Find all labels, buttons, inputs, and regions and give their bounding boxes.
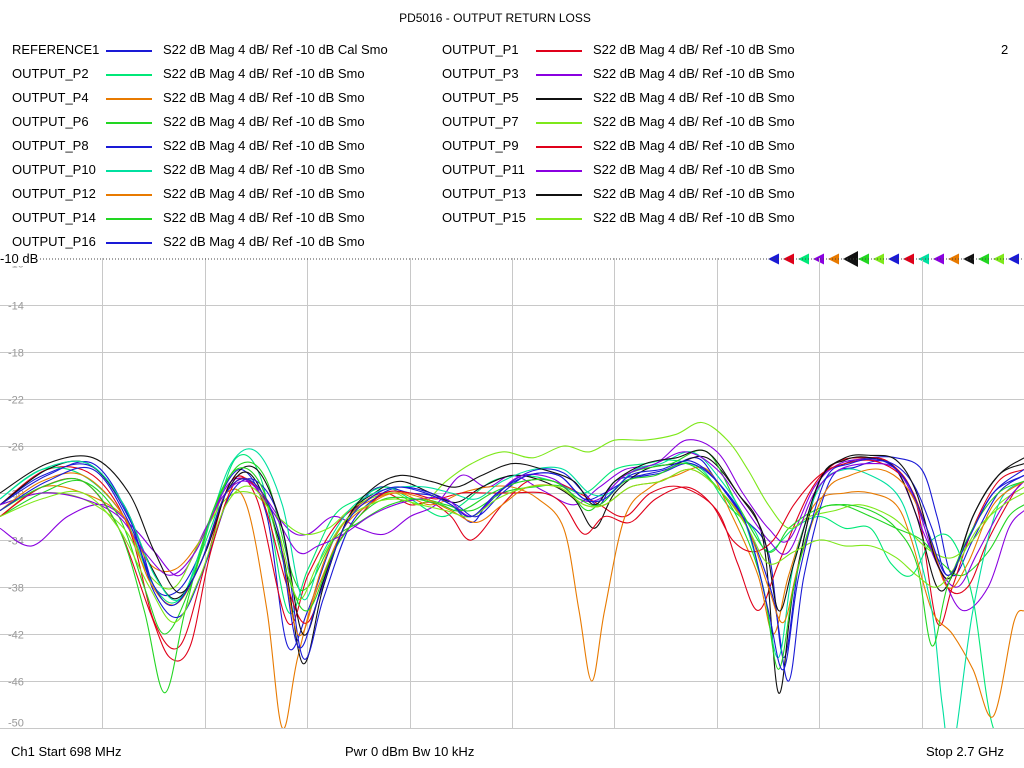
legend-trace-settings: S22 dB Mag 4 dB/ Ref -10 dB Smo [163, 114, 365, 129]
legend-swatch [106, 242, 152, 244]
legend-trace-name: OUTPUT_P15 [442, 210, 526, 225]
legend-swatch [536, 98, 582, 100]
legend-trace-name: OUTPUT_P7 [442, 114, 519, 129]
reference-marker [1008, 253, 1019, 265]
plot-area: -10-14-18-22-26-30-34-38-42-46-50 [0, 258, 1024, 730]
trace-output-p4 [0, 466, 1024, 728]
legend-trace-name: OUTPUT_P5 [442, 90, 519, 105]
y-tick-label: -34 [8, 536, 24, 548]
legend-trace-name: OUTPUT_P4 [12, 90, 89, 105]
legend-swatch [106, 50, 152, 52]
reference-marker [993, 253, 1004, 265]
legend-swatch [536, 122, 582, 124]
trace-output-p16 [0, 458, 1024, 671]
legend-swatch [106, 218, 152, 220]
reference-marker [918, 253, 929, 265]
legend-trace-settings: S22 dB Mag 4 dB/ Ref -10 dB Smo [163, 186, 365, 201]
trace-output-p14 [0, 462, 1024, 694]
legend-trace-name: OUTPUT_P10 [12, 162, 96, 177]
legend-swatch [106, 194, 152, 196]
reference-marker [888, 253, 899, 265]
reference-marker [978, 253, 989, 265]
legend-trace-name: OUTPUT_P6 [12, 114, 89, 129]
legend-trace-settings: S22 dB Mag 4 dB/ Ref -10 dB Smo [593, 162, 795, 177]
legend-trace-name: OUTPUT_P12 [12, 186, 96, 201]
legend-swatch [536, 170, 582, 172]
legend-trace-name: OUTPUT_P16 [12, 234, 96, 249]
legend-trace-name: OUTPUT_P3 [442, 66, 519, 81]
legend-trace-name: OUTPUT_P11 [442, 162, 525, 177]
legend-swatch [106, 122, 152, 124]
legend-trace-name: OUTPUT_P14 [12, 210, 96, 225]
trace-output-p9 [0, 459, 1024, 662]
legend-swatch [106, 146, 152, 148]
reference-markers [766, 250, 1024, 268]
y-tick-label: -18 [8, 348, 24, 360]
legend-trace-settings: S22 dB Mag 4 dB/ Ref -10 dB Smo [163, 234, 365, 249]
trace-output-p7 [0, 421, 1024, 590]
legend-trace-settings: S22 dB Mag 4 dB/ Ref -10 dB Cal Smo [163, 42, 388, 57]
legend-swatch [536, 218, 582, 220]
legend-trace-settings: S22 dB Mag 4 dB/ Ref -10 dB Smo [163, 90, 365, 105]
legend-swatch [106, 170, 152, 172]
chart-title: PD5016 - OUTPUT RETURN LOSS [399, 11, 591, 25]
legend-trace-settings: S22 dB Mag 4 dB/ Ref -10 dB Smo [593, 66, 795, 81]
reference-level-label: -10 dB [0, 251, 41, 266]
reference-marker [798, 253, 809, 265]
window-number: 2 [1001, 42, 1009, 57]
legend-trace-settings: S22 dB Mag 4 dB/ Ref -10 dB Smo [593, 114, 795, 129]
reference-marker [873, 253, 884, 265]
footer-power-bandwidth: Pwr 0 dBm Bw 10 kHz [345, 744, 475, 759]
legend-trace-name: OUTPUT_P9 [442, 138, 519, 153]
y-tick-label: -38 [8, 583, 24, 595]
legend-trace-name: OUTPUT_P1 [442, 42, 519, 57]
trace-output-p15 [0, 468, 1024, 623]
legend-trace-name: OUTPUT_P2 [12, 66, 89, 81]
legend-trace-settings: S22 dB Mag 4 dB/ Ref -10 dB Smo [163, 66, 365, 81]
reference-marker [783, 253, 794, 265]
trace-output-p10 [0, 448, 1024, 728]
legend-trace-settings: S22 dB Mag 4 dB/ Ref -10 dB Smo [593, 90, 795, 105]
legend-swatch [106, 98, 152, 100]
legend-trace-name: REFERENCE1 [12, 42, 100, 57]
y-tick-label: -42 [8, 630, 24, 642]
legend-trace-settings: S22 dB Mag 4 dB/ Ref -10 dB Smo [593, 186, 795, 201]
legend-swatch [536, 146, 582, 148]
y-tick-label: -22 [8, 395, 24, 407]
y-tick-label: -50 [8, 718, 24, 730]
legend-swatch [106, 74, 152, 76]
y-tick-label: -14 [8, 301, 24, 313]
legend-trace-settings: S22 dB Mag 4 dB/ Ref -10 dB Smo [593, 210, 795, 225]
legend-swatch [536, 50, 582, 52]
reference-marker [828, 253, 839, 265]
reference-marker [858, 253, 869, 265]
legend-trace-settings: S22 dB Mag 4 dB/ Ref -10 dB Smo [163, 162, 365, 177]
y-tick-label: -46 [8, 677, 24, 689]
footer-start-frequency: Ch1 Start 698 MHz [11, 744, 122, 759]
y-tick-label: -26 [8, 442, 24, 454]
reference-marker [948, 253, 959, 265]
legend-trace-name: OUTPUT_P8 [12, 138, 89, 153]
reference-marker [768, 253, 779, 265]
reference-marker [933, 253, 944, 265]
reference-marker [813, 253, 824, 265]
reference-marker [903, 253, 914, 265]
legend-trace-settings: S22 dB Mag 4 dB/ Ref -10 dB Smo [163, 210, 365, 225]
legend-trace-settings: S22 dB Mag 4 dB/ Ref -10 dB Smo [593, 138, 795, 153]
trace-output-p13 [0, 449, 1024, 636]
legend-swatch [536, 194, 582, 196]
legend-trace-settings: S22 dB Mag 4 dB/ Ref -10 dB Smo [593, 42, 795, 57]
legend-trace-settings: S22 dB Mag 4 dB/ Ref -10 dB Smo [163, 138, 365, 153]
legend-trace-name: OUTPUT_P13 [442, 186, 526, 201]
footer-stop-frequency: Stop 2.7 GHz [926, 744, 1005, 759]
reference-marker [963, 253, 974, 265]
legend-swatch [536, 74, 582, 76]
